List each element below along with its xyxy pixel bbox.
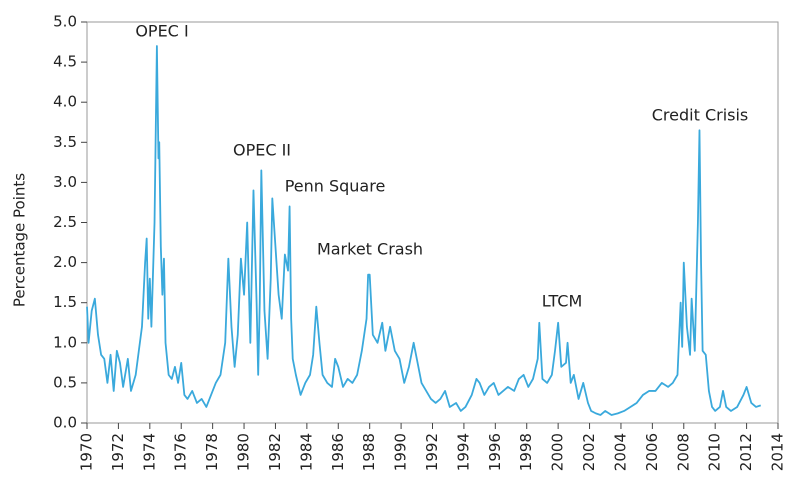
y-tick-label: 3.0: [53, 173, 77, 191]
x-tick-label: 2014: [769, 433, 787, 471]
x-tick-label: 1972: [109, 433, 127, 471]
annotation: OPEC I: [135, 22, 188, 41]
x-tick-label: 2004: [611, 433, 629, 471]
y-axis-label: Percentage Points: [11, 173, 29, 307]
x-tick-label: 2002: [580, 433, 598, 471]
y-tick-label: 1.5: [53, 293, 77, 311]
x-tick-label: 1970: [78, 433, 96, 471]
y-tick-label: 4.0: [53, 93, 77, 111]
annotation: Market Crash: [317, 240, 423, 259]
y-tick-label: 2.5: [53, 213, 77, 231]
y-tick-label: 0.0: [53, 414, 77, 432]
y-tick-label: 4.5: [53, 53, 77, 71]
annotation: Penn Square: [285, 177, 386, 196]
x-tick-label: 1990: [392, 433, 410, 471]
x-tick-label: 2010: [706, 433, 724, 471]
y-tick-label: 1.0: [53, 333, 77, 351]
annotation: LTCM: [542, 292, 583, 311]
x-tick-label: 2008: [674, 433, 692, 471]
x-tick-label: 1974: [140, 433, 158, 471]
data-line: [86, 45, 762, 416]
x-tick-label: 2012: [737, 433, 755, 471]
annotation: OPEC II: [233, 141, 291, 160]
x-tick-label: 1976: [172, 433, 190, 471]
y-tick-label: 2.0: [53, 253, 77, 271]
x-tick-label: 1992: [423, 433, 441, 471]
x-tick-label: 1988: [360, 433, 378, 471]
x-tick-label: 2000: [549, 433, 567, 471]
y-tick-label: 3.5: [53, 133, 77, 151]
plot-frame: [86, 21, 779, 424]
x-tick-label: 2006: [643, 433, 661, 471]
x-tick-label: 1986: [329, 433, 347, 471]
x-tick-label: 1978: [203, 433, 221, 471]
x-tick-label: 1984: [297, 433, 315, 471]
x-tick-label: 1998: [517, 433, 535, 471]
x-tick-label: 1982: [266, 433, 284, 471]
y-tick-label: 0.5: [53, 373, 77, 391]
x-tick-label: 1980: [235, 433, 253, 471]
y-tick-label: 5.0: [53, 13, 77, 31]
annotation: Credit Crisis: [652, 106, 749, 125]
x-tick-label: 1994: [454, 433, 472, 471]
x-tick-label: 1996: [486, 433, 504, 471]
